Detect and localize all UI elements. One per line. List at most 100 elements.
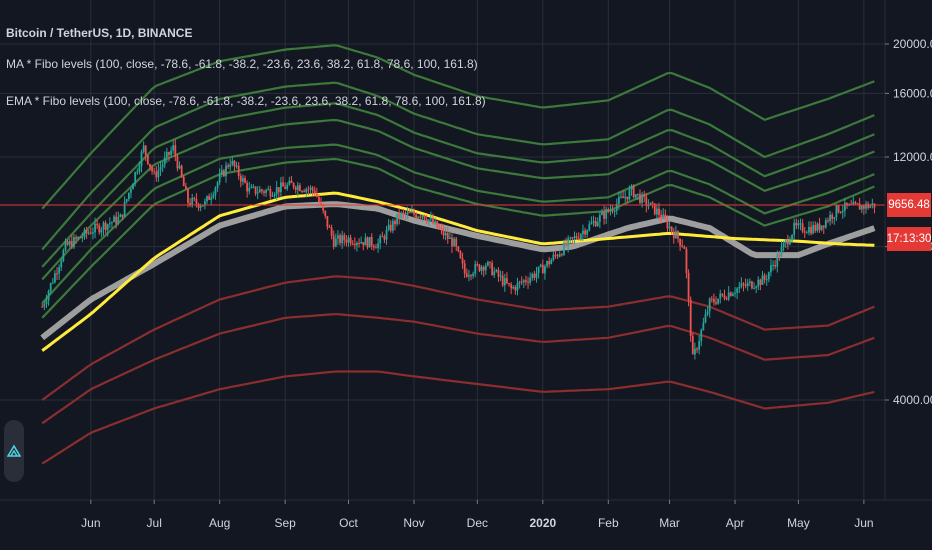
price-candle-body — [837, 205, 840, 213]
tradingview-logo[interactable] — [4, 420, 24, 482]
price-candle-body — [398, 213, 401, 218]
price-candle-body — [155, 171, 158, 178]
price-candle-body — [843, 202, 846, 211]
price-candle-body — [527, 281, 529, 283]
price-candle-body — [565, 242, 567, 246]
price-candle-body — [529, 277, 532, 283]
price-candle-body — [377, 243, 379, 249]
price-candle-body — [613, 210, 616, 212]
price-candle-body — [66, 241, 69, 245]
price-candle-body — [191, 197, 194, 206]
price-candle-body — [115, 216, 118, 224]
price-candle-body — [852, 202, 855, 205]
price-candle-body — [544, 266, 546, 274]
bar-countdown-tag: 17:13:30 — [887, 227, 931, 252]
price-candle-body — [748, 281, 751, 283]
price-candle-body — [824, 220, 827, 228]
price-candle-body — [763, 275, 766, 280]
price-candle-body — [668, 226, 671, 229]
price-candle-body — [770, 265, 772, 273]
price-candle-body — [151, 167, 153, 172]
price-candle-body — [636, 193, 639, 195]
price-candle-body — [620, 196, 622, 198]
price-candle-body — [550, 259, 553, 265]
price-candle-body — [280, 182, 282, 193]
price-candle-body — [265, 190, 268, 193]
price-candle-body — [385, 229, 388, 240]
price-candle-body — [62, 250, 65, 262]
price-candle-body — [865, 203, 867, 209]
x-tick-label: Nov — [403, 516, 424, 530]
price-candle-body — [495, 269, 498, 272]
fibo-band-line — [41, 313, 875, 425]
price-candle-body — [149, 163, 151, 168]
price-candle-body — [381, 236, 384, 238]
x-tick-label: Jun — [81, 516, 100, 530]
price-candle-body — [269, 189, 272, 197]
price-candle-body — [700, 329, 703, 342]
ema-fibo-indicator-label[interactable]: EMA * Fibo levels (100, close, -78.6, -6… — [6, 94, 486, 108]
price-candle-body — [687, 272, 690, 300]
price-candle-body — [349, 237, 352, 244]
price-candle-body — [839, 212, 842, 214]
price-candle-body — [588, 224, 591, 231]
price-candle-body — [759, 279, 762, 285]
ma-fibo-indicator-label[interactable]: MA * Fibo levels (100, close, -78.6, -61… — [6, 57, 478, 71]
price-candle-body — [725, 298, 728, 300]
price-candle-body — [244, 178, 246, 183]
price-candle-body — [470, 275, 472, 277]
price-candle-body — [299, 185, 301, 191]
price-candle-body — [476, 264, 479, 266]
price-candle-body — [628, 189, 631, 200]
price-candle-body — [487, 261, 489, 266]
price-candle-body — [172, 145, 175, 151]
price-candle-body — [698, 341, 701, 350]
price-candle-body — [318, 196, 320, 203]
price-candle-body — [607, 209, 610, 212]
price-candle-body — [782, 243, 785, 248]
price-candle-body — [746, 282, 749, 287]
price-candle-body — [715, 302, 717, 304]
symbol-title[interactable]: Bitcoin / TetherUS, 1D, BINANCE — [6, 26, 193, 40]
fibo-band-line — [41, 157, 875, 319]
price-candle-body — [598, 214, 601, 222]
price-candle-body — [153, 171, 156, 173]
price-candle-body — [322, 204, 325, 211]
price-candle-body — [157, 169, 160, 178]
price-candle-body — [829, 214, 831, 222]
fibo-band-line — [41, 81, 875, 251]
price-candle-body — [87, 232, 90, 234]
price-candle-body — [672, 231, 675, 239]
price-candle-body — [681, 245, 684, 247]
price-candle-body — [704, 314, 707, 323]
price-candle-body — [810, 226, 812, 234]
price-candle-body — [440, 228, 443, 230]
price-candle-body — [664, 214, 667, 220]
price-candle-body — [480, 266, 483, 271]
price-candle-body — [417, 216, 420, 218]
price-candle-body — [334, 238, 337, 247]
price-candle-body — [446, 233, 449, 239]
price-candle-body — [634, 194, 637, 198]
price-candle-body — [706, 311, 709, 315]
price-candle-body — [353, 243, 356, 246]
price-candle-body — [472, 273, 475, 276]
price-candle-body — [165, 152, 168, 158]
price-candle-body — [68, 241, 71, 245]
price-candle-body — [761, 275, 764, 285]
price-candle-body — [436, 221, 439, 228]
price-candle-body — [643, 194, 646, 197]
price-candle-body — [391, 220, 394, 231]
price-candle-body — [94, 223, 96, 233]
price-candle-body — [271, 195, 274, 197]
price-candle-body — [104, 222, 107, 230]
price-candle-body — [740, 283, 743, 287]
x-tick-label: Mar — [659, 516, 680, 530]
price-candle-body — [326, 215, 329, 227]
x-tick-label: Feb — [598, 516, 619, 530]
price-candle-body — [734, 292, 736, 294]
price-candle-body — [252, 186, 255, 188]
price-candle-body — [203, 201, 206, 206]
mountain-icon — [7, 444, 21, 457]
